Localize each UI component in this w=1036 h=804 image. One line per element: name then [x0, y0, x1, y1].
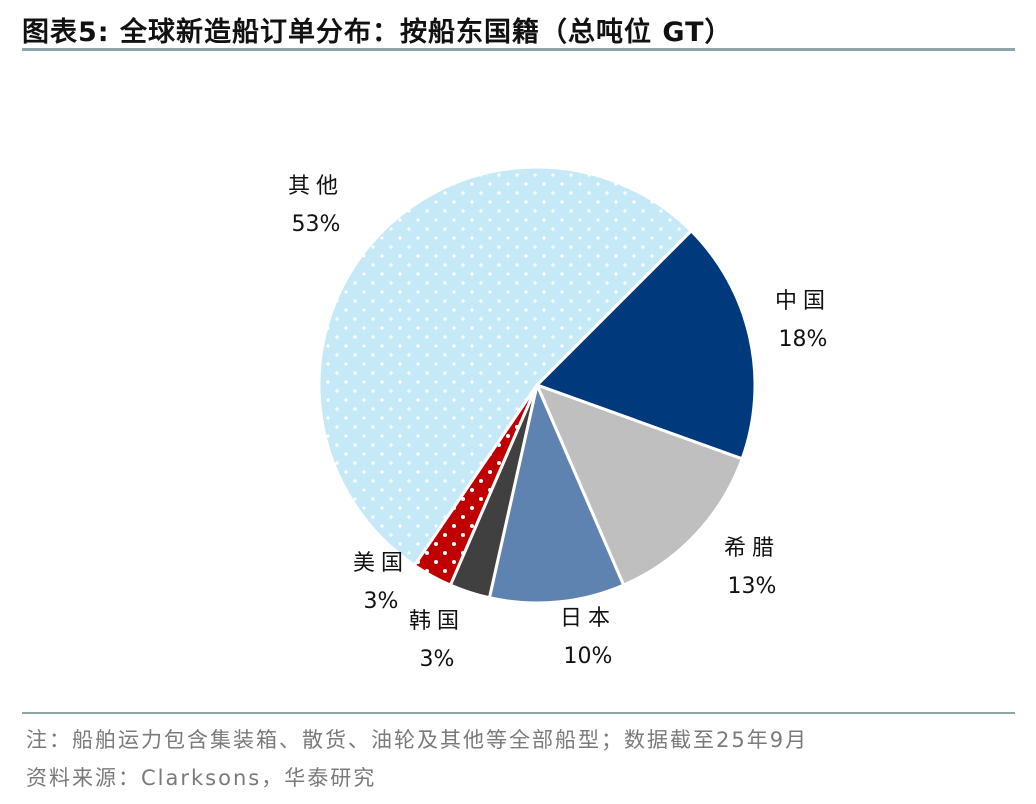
slice-value-label: 3% — [364, 589, 399, 614]
footnote: 注：船舶运力包含集装箱、散货、油轮及其他等全部船型；数据截至25年9月 — [26, 728, 809, 752]
pie-slice-0 — [534, 228, 757, 461]
slice-value-label: 10% — [564, 644, 613, 669]
slice-value-label: 3% — [420, 647, 455, 672]
slice-value-label: 53% — [292, 212, 341, 237]
slice-label: 韩国 — [409, 609, 465, 634]
slice-value-label: 18% — [779, 327, 828, 352]
pie-slice-1 — [534, 382, 745, 588]
source-note: 资料来源：Clarksons，华泰研究 — [26, 766, 377, 790]
slice-label: 其他 — [288, 174, 344, 199]
footer-divider — [22, 712, 1015, 714]
pie-slice-5 — [317, 165, 694, 568]
slice-label: 中国 — [775, 289, 831, 314]
pie-slice-2 — [487, 380, 626, 605]
slice-label: 日本 — [560, 606, 616, 631]
slice-label: 美国 — [353, 551, 409, 576]
slice-label: 希腊 — [724, 536, 780, 561]
slice-value-label: 13% — [728, 574, 777, 599]
title-divider — [22, 48, 1015, 51]
chart-title: 图表5: 全球新造船订单分布：按船东国籍（总吨位 GT） — [22, 17, 733, 48]
